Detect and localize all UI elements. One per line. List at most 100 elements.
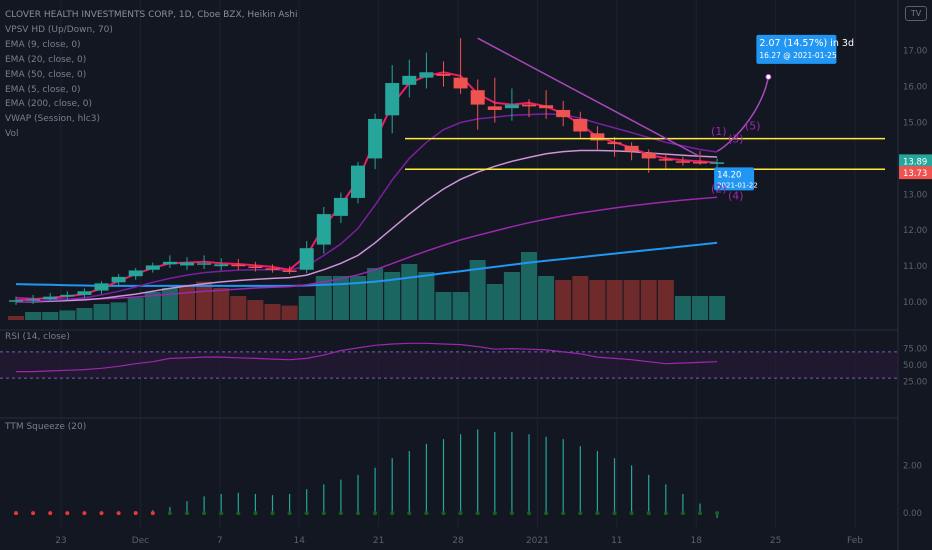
indicator-ema50[interactable]: EMA (50, close, 0)	[5, 69, 87, 80]
projection-label-box	[756, 34, 837, 64]
candle-body	[487, 106, 502, 110]
ema9-line	[15, 113, 718, 303]
time-axis-label: 18	[690, 536, 702, 546]
candle-body	[214, 264, 229, 267]
time-axis-label: 11	[611, 536, 622, 546]
candle-body	[385, 83, 400, 116]
ttm-squeeze-dot	[492, 511, 497, 516]
indicator-vol[interactable]: Vol	[5, 129, 19, 140]
candle-body	[658, 159, 673, 161]
ttm-axis-label: 2.00	[903, 461, 922, 471]
price-tag	[899, 154, 932, 168]
indicator-ema5[interactable]: EMA (5, close, 0)	[5, 84, 81, 95]
candle-body	[128, 270, 143, 277]
volume-bar	[418, 272, 435, 320]
volume-bar	[332, 276, 349, 320]
candle-body	[641, 153, 656, 159]
price-axis-label: 17.00	[903, 47, 927, 57]
volume-bar	[692, 296, 708, 320]
ttm-squeeze-dot	[424, 511, 429, 516]
volume-bar	[503, 272, 520, 320]
symbol-title[interactable]: CLOVER HEALTH INVESTMENTS CORP, 1D, Cboe…	[5, 10, 298, 20]
indicator-ema20[interactable]: EMA (20, close, 0)	[5, 54, 87, 65]
candle-body	[60, 294, 75, 297]
time-axis-label: Dec	[132, 536, 149, 546]
volume-bar	[521, 252, 537, 320]
volume-bar	[76, 308, 93, 320]
ttm-squeeze-dot	[150, 511, 155, 516]
ttm-squeeze-dot	[14, 511, 18, 516]
candle-body	[607, 142, 622, 145]
ttm-squeeze-dot	[680, 511, 685, 516]
volume-bar	[486, 284, 503, 320]
candle-body	[351, 165, 365, 198]
candle-body	[231, 264, 246, 267]
wave-label-top: (5)	[745, 120, 761, 133]
volume-bar	[401, 264, 418, 320]
ttm-squeeze-dot	[475, 511, 480, 516]
candle-body	[316, 214, 331, 245]
price-axis-label: 10.00	[903, 298, 927, 308]
rsi-axis-label: 25.00	[903, 377, 927, 387]
candle-body	[675, 161, 690, 163]
volume-bar	[572, 276, 589, 320]
ttm-squeeze-dot	[356, 511, 360, 516]
candle-body	[111, 276, 126, 283]
ttm-squeeze-dot	[31, 511, 36, 516]
ttm-squeeze-dot	[715, 511, 720, 516]
projection-label-target: 16.27 @ 2021-01-25	[759, 51, 837, 60]
time-axis-label: 2021	[526, 536, 549, 546]
indicator-ema9[interactable]: EMA (9, close, 0)	[5, 39, 81, 50]
ttm-squeeze-dot	[48, 511, 53, 516]
candle-body	[402, 75, 417, 85]
ttm-squeeze-dot	[202, 511, 207, 516]
ttm-squeeze-dot	[509, 511, 514, 516]
candle-body	[693, 162, 707, 164]
candle-body	[299, 248, 314, 270]
ttm-squeeze-dot	[544, 511, 549, 516]
indicator-ema200[interactable]: EMA (200, close, 0)	[5, 99, 93, 110]
ttm-squeeze-dot	[304, 511, 309, 516]
ttm-squeeze-dot	[629, 511, 634, 516]
projection-curve	[716, 76, 770, 152]
candle-body	[436, 74, 451, 76]
volume-bar	[230, 296, 247, 320]
ttm-squeeze-dot	[663, 511, 668, 516]
candle-body	[9, 300, 23, 302]
candle-body	[43, 296, 58, 300]
ttm-squeeze-dot	[82, 511, 87, 516]
ttm-squeeze-dot	[458, 511, 463, 516]
ttm-squeeze-dot	[407, 511, 412, 516]
volume-bar	[196, 281, 213, 320]
volume-bar	[25, 312, 42, 320]
ttm-squeeze-dot	[612, 511, 617, 516]
trend-line	[477, 37, 701, 158]
time-axis-label: 25	[770, 536, 781, 546]
indicator-vwap[interactable]: VWAP (Session, hlc3)	[5, 114, 100, 125]
time-axis-label: 7	[217, 536, 223, 546]
time-axis-label: 23	[55, 536, 66, 546]
price-axis-label: 13.00	[903, 190, 927, 200]
volume-bar	[367, 268, 384, 320]
ttm-squeeze-dot	[338, 511, 343, 516]
indicator-legend: CLOVER HEALTH INVESTMENTS CORP, 1D, Cboe…	[5, 8, 297, 142]
ttm-label[interactable]: TTM Squeeze (20)	[5, 422, 87, 432]
projection-end-point	[765, 73, 772, 80]
ttm-squeeze-dot	[167, 511, 172, 516]
time-axis-label: 28	[452, 536, 464, 546]
ttm-squeeze-dot	[646, 511, 651, 516]
candle-body	[368, 118, 383, 159]
indicator-vpsv[interactable]: VPSV HD (Up/Down, 70)	[5, 24, 113, 35]
volume-bar	[435, 292, 452, 320]
low-label-price: 14.20	[717, 170, 741, 180]
ema20-line	[15, 149, 718, 303]
price-axis-label: 16.00	[903, 83, 927, 93]
candle-body	[556, 109, 571, 118]
rsi-label[interactable]: RSI (14, close)	[5, 332, 70, 342]
volume-bar	[350, 276, 366, 320]
ttm-squeeze-dot	[99, 511, 104, 516]
rsi-axis-label: 50.00	[903, 361, 927, 371]
volume-bar	[298, 296, 315, 320]
candle-body	[453, 77, 468, 89]
